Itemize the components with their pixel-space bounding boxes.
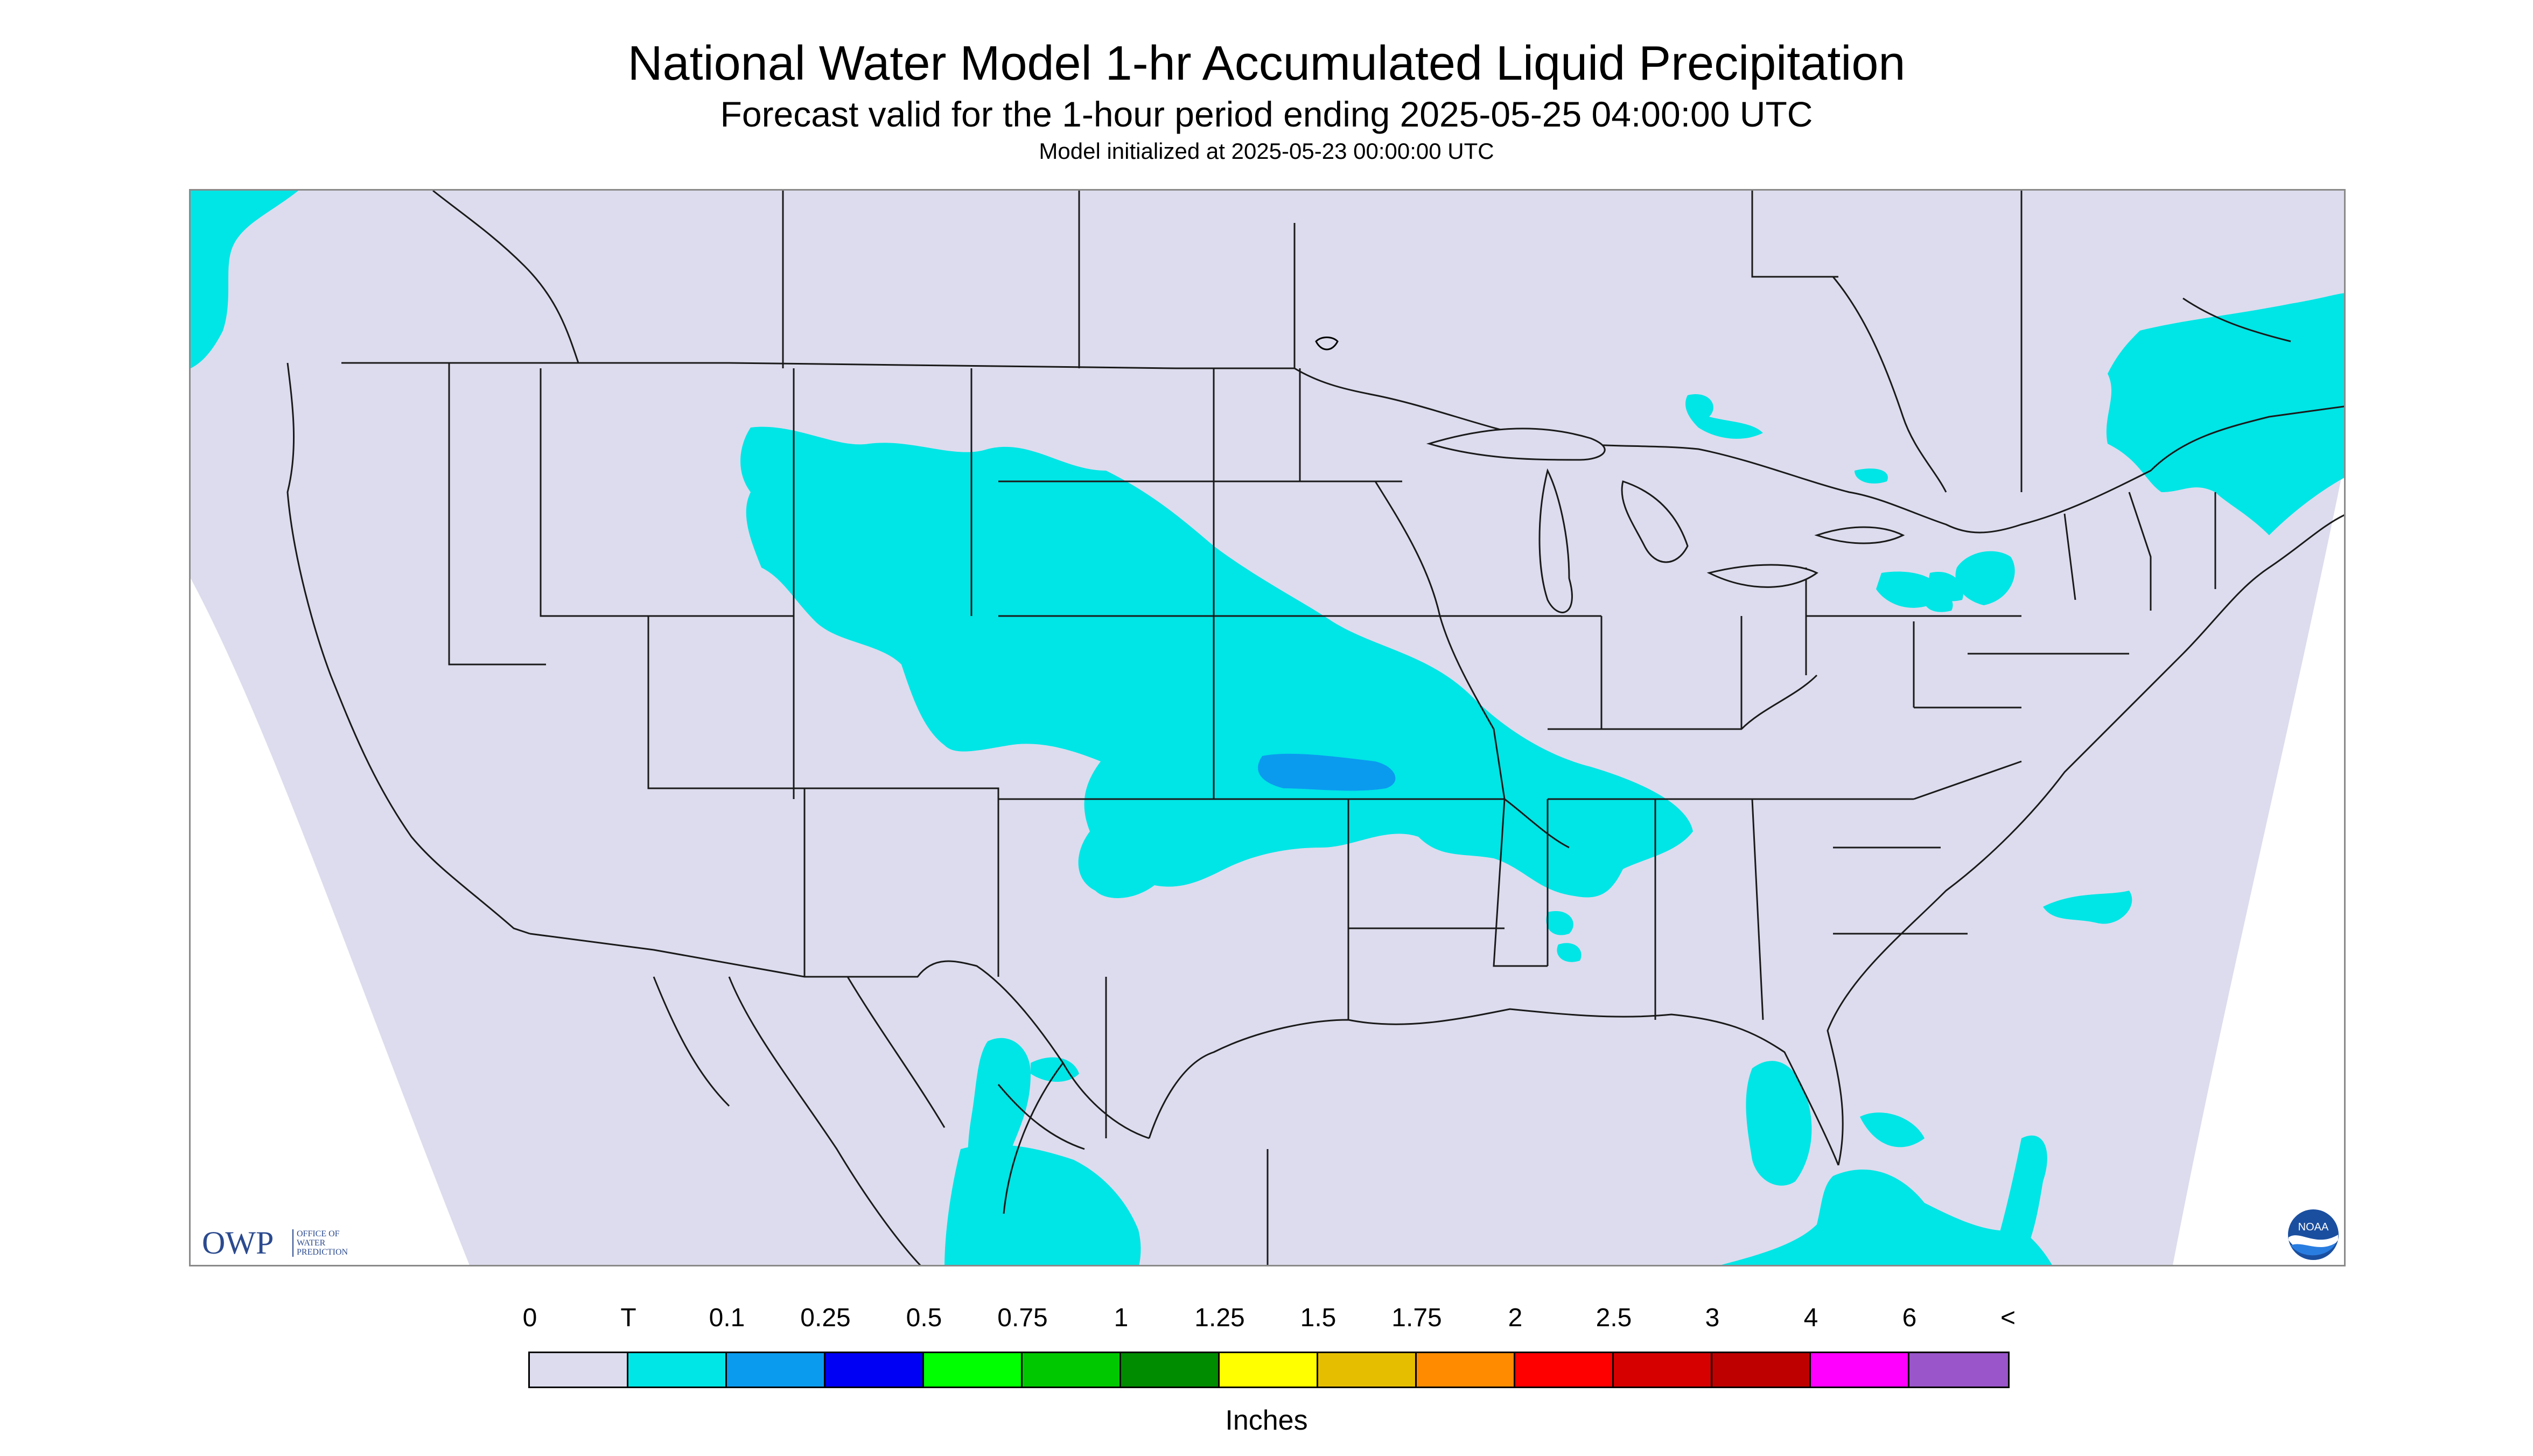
precip-area-mexico-south [944,1144,1141,1265]
colorbar-swatch [1614,1353,1712,1387]
precip-area-great-lakes [1685,394,1763,439]
hudson-bay-islands [1315,337,1339,351]
precip-area-louisiana [1546,911,1573,935]
province-boundaries [432,191,2291,493]
colorbar-tick-label: 0.75 [997,1304,1048,1332]
colorbar-tick-label: 0.5 [906,1304,942,1332]
map-canvas [191,191,2344,1265]
colorbar-tick-label: 0.1 [709,1304,745,1332]
precip-trace-areas [191,191,2344,1265]
colorbar-swatch [530,1353,628,1387]
colorbar-tick-label: 2 [1508,1304,1523,1332]
model-init-text: Model initialized at 2025-05-23 00:00:00… [1039,138,1494,164]
owp-logo-line-1: OFFICE OF [297,1229,340,1238]
colorbar-tick-label: 1.25 [1194,1304,1245,1332]
colorbar-swatch [1811,1353,1909,1387]
colorbar-tick-label: 4 [1803,1304,1818,1332]
great-lakes [1426,428,1905,613]
colorbar-swatch [1417,1353,1515,1387]
colorbar-swatch [825,1353,924,1387]
colorbar-tick-label: T [620,1304,636,1332]
owp-logo-line-2: WATER [297,1238,326,1248]
colorbar-swatch [1909,1353,2008,1387]
valid-period-subtitle: Forecast valid for the 1-hour period end… [720,94,1813,134]
precip-area-pa-west [1876,571,1942,608]
colorbar-tick-label: 1 [1114,1304,1129,1332]
precip-area-gulf [1031,1057,1079,1082]
owp-logo-text: OWP [202,1225,274,1261]
colorbar-tick-label: 2.5 [1596,1304,1632,1332]
colorbar-swatch [727,1353,825,1387]
colorbar-tick-label: 3 [1705,1304,1720,1332]
colorbar-tick-label: < [2000,1304,2016,1332]
precip-area-new-york [1955,551,2015,605]
precip-area-bahamas [1860,1112,1925,1147]
precip-area-kansas-core [1258,753,1396,791]
map-title: National Water Model 1-hr Accumulated Li… [627,37,1906,90]
owp-logo: OWP OFFICE OF WATER PREDICTION [202,1224,374,1262]
colorbar-swatch [1121,1353,1220,1387]
colorbar-tick-label: 0.25 [800,1304,851,1332]
colorbar-swatch [628,1353,727,1387]
precipitation-map: OWP OFFICE OF WATER PREDICTION NOAA [189,189,2346,1266]
colorbar-tick-label: 0 [522,1304,537,1332]
precip-area-atlantic [2043,891,2132,924]
precip-area-mississippi [1557,943,1582,962]
precip-area-florida [1746,1061,1812,1186]
colorbar-tick-label: 6 [1902,1304,1917,1332]
noaa-logo: NOAA [2287,1208,2340,1261]
colorbar-swatch [1220,1353,1318,1387]
precip-area-plains-band [740,426,1693,898]
colorbar-tick-label: 1.75 [1391,1304,1442,1332]
state-boundaries [286,362,2344,1265]
owp-logo-line-3: PREDICTION [297,1248,348,1257]
colorbar-swatch [1712,1353,1811,1387]
colorbar-swatch [924,1353,1023,1387]
colorbar-swatch [1318,1353,1417,1387]
colorbar-swatch [1023,1353,1121,1387]
precip-area-east-atlantic [1990,1135,2047,1265]
precip-area-caribbean [1721,1170,2052,1265]
precip-area-pacific-nw [191,191,298,368]
noaa-logo-text: NOAA [2298,1221,2329,1233]
precip-area-great-lakes-east [1855,468,1888,484]
colorbar-units: Inches [1225,1405,1308,1436]
colorbar [528,1352,2010,1388]
precip-area-northeast [2106,293,2344,535]
colorbar-tick-label: 1.5 [1300,1304,1337,1332]
colorbar-swatch [1515,1353,1614,1387]
owp-logo-subtitle: OFFICE OF WATER PREDICTION [292,1229,348,1257]
